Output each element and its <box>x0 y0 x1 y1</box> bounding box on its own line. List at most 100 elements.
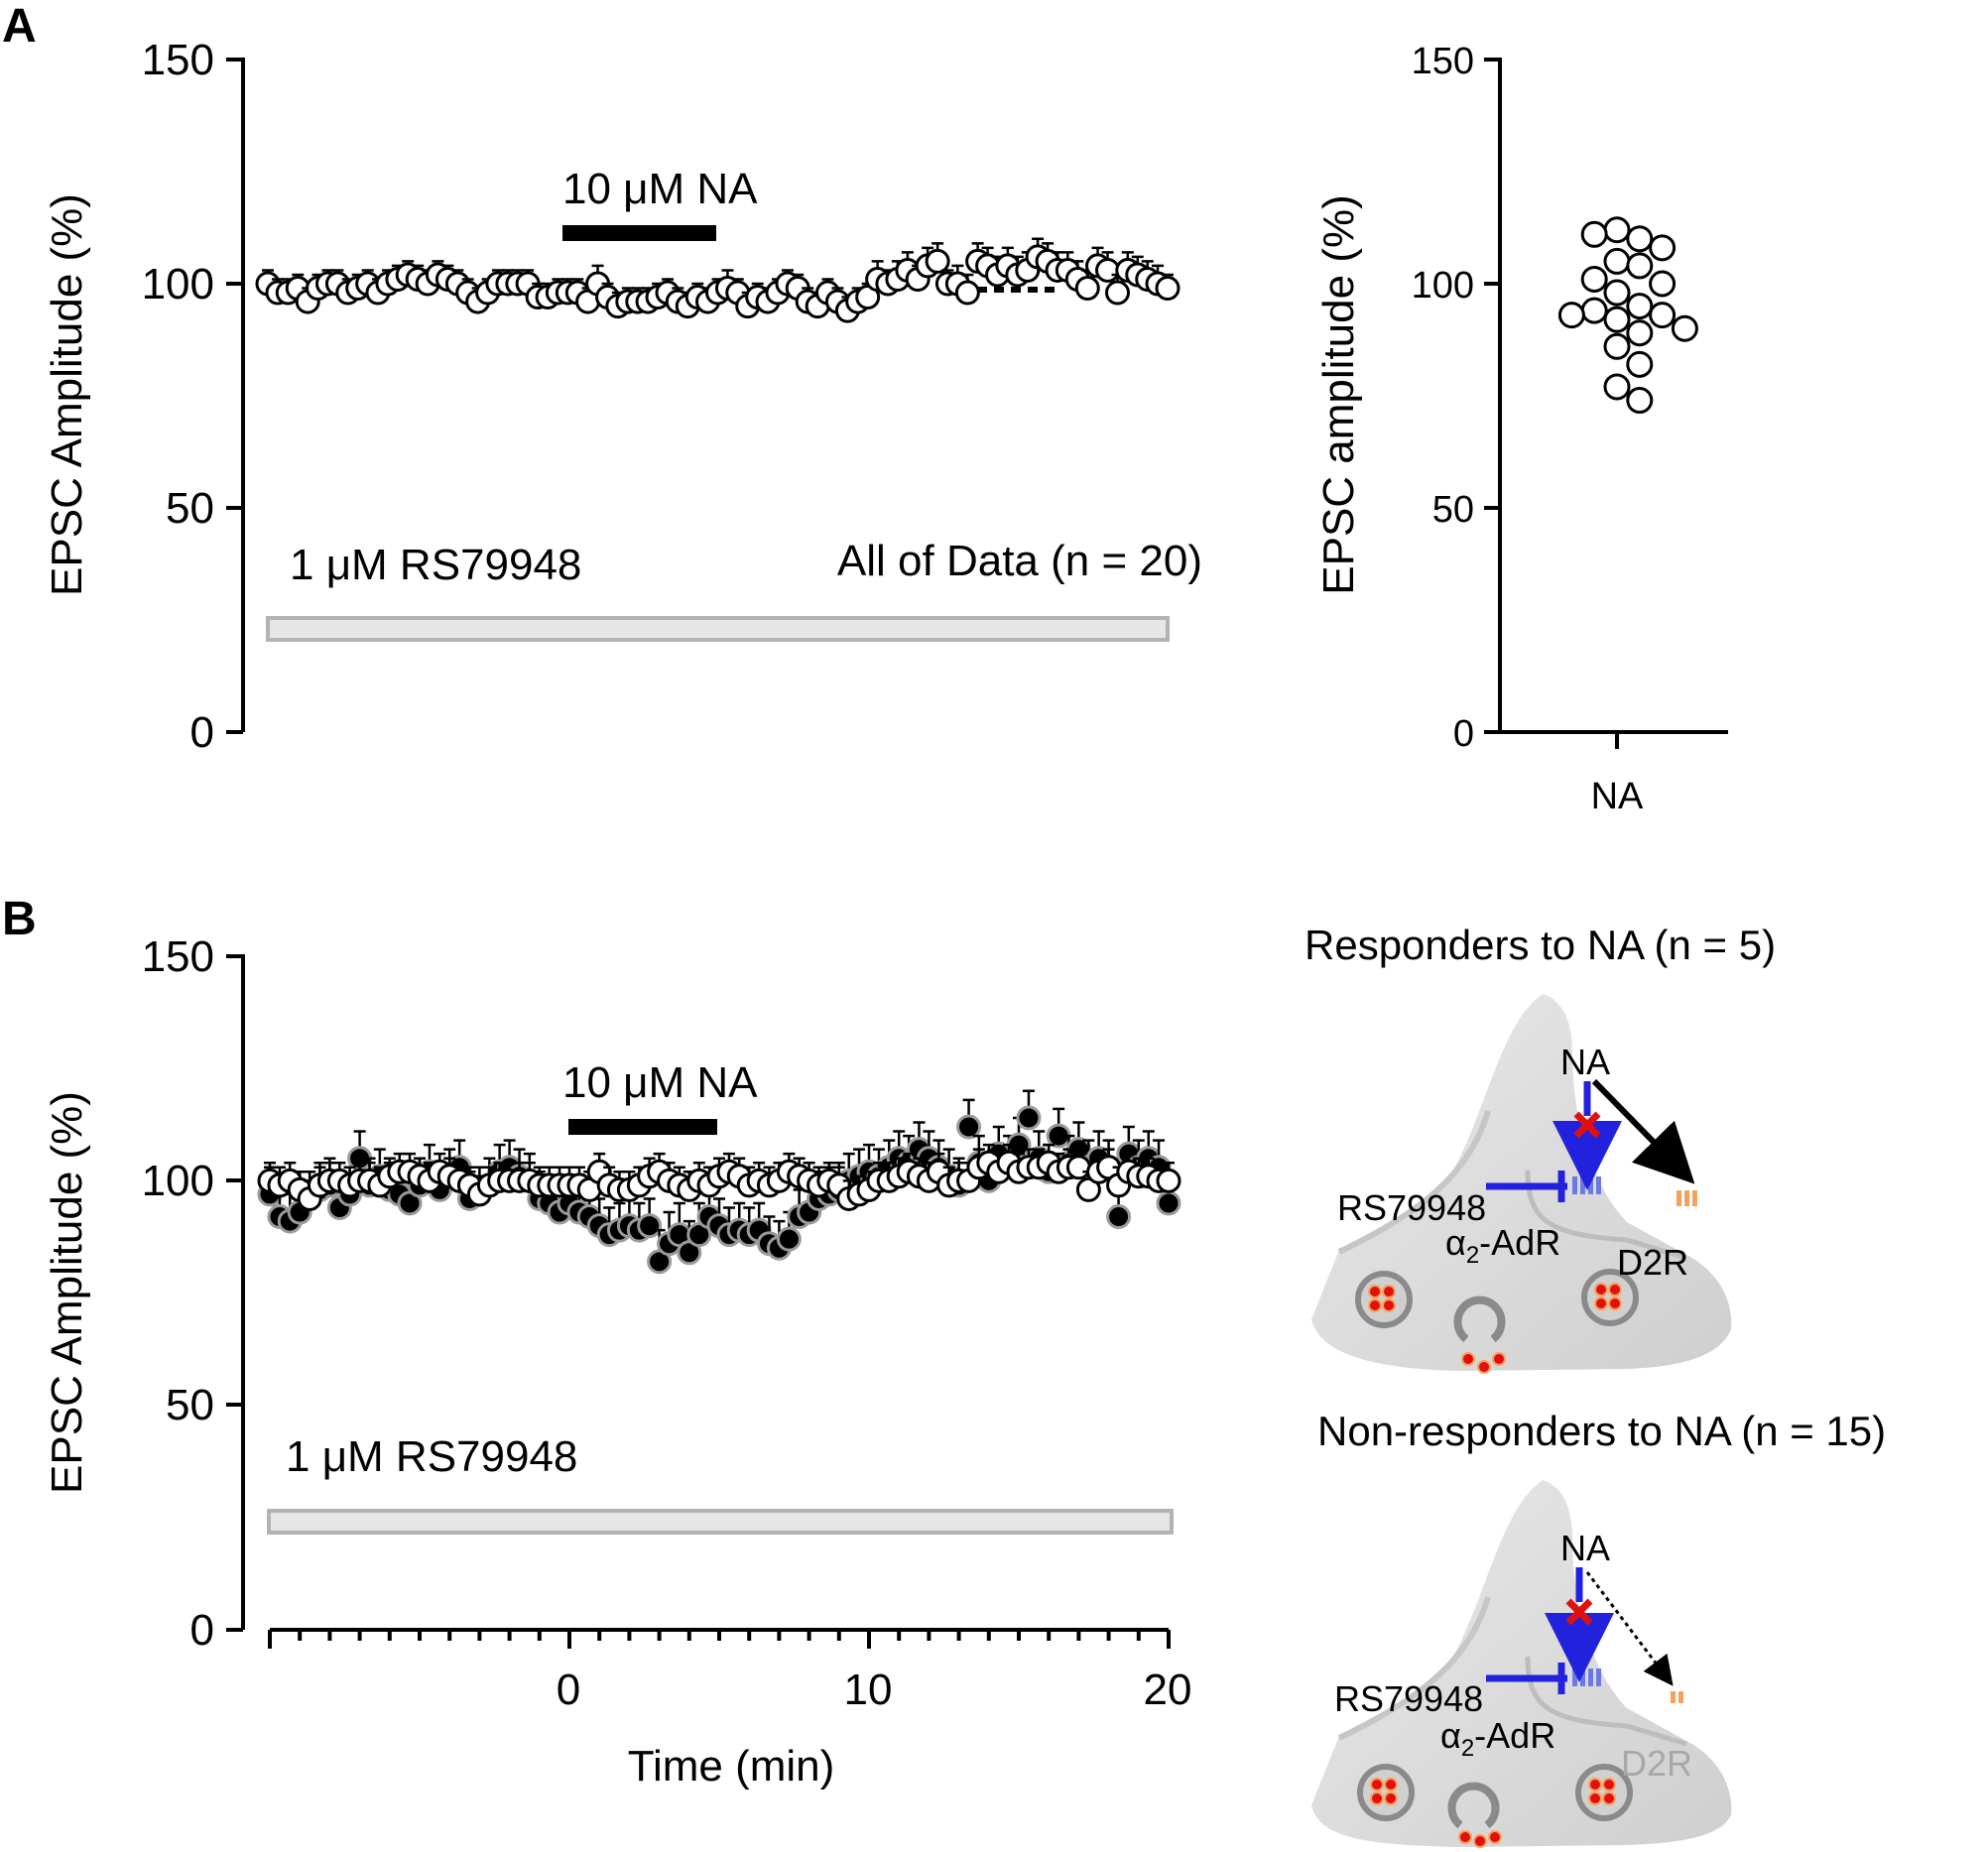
neurotransmitter-icon <box>1594 1283 1608 1296</box>
blocked-x-icon <box>1565 1598 1593 1626</box>
y-tick-label: 100 <box>142 260 214 309</box>
data-point <box>1649 302 1677 329</box>
x-tick-label: 20 <box>1144 1666 1192 1714</box>
neurotransmitter-icon <box>1602 1791 1616 1805</box>
terminal-edge <box>1525 1656 1687 1747</box>
y-tick-label: 150 <box>142 932 214 981</box>
neurotransmitter-icon <box>1608 1296 1622 1310</box>
drug-application-bar <box>266 616 1170 642</box>
data-point <box>1603 306 1631 333</box>
neurotransmitter-icon <box>1492 1352 1506 1366</box>
data-point <box>1580 220 1608 248</box>
neurotransmitter-icon <box>1368 1298 1382 1312</box>
receptor-label: α2-AdR <box>1445 1222 1560 1269</box>
data-point-responder <box>776 1226 802 1252</box>
y-tick-label: 50 <box>166 484 214 533</box>
y-tick-label: 50 <box>1432 489 1474 531</box>
y-tick-label: 0 <box>190 1606 214 1655</box>
data-point <box>1626 252 1654 280</box>
synapse-diagram-responders: NA RS79948 α2-AdR D2R <box>1311 994 1732 1374</box>
neurotransmitter-icon <box>1588 1778 1602 1791</box>
data-point <box>1095 257 1121 283</box>
dataset-label: All of Data (n = 20) <box>837 537 1202 585</box>
data-point <box>954 280 980 306</box>
data-point-responder <box>1156 1190 1181 1216</box>
synapse-diagram-nonresponders: NA RS79948 α2-AdR D2R <box>1311 1480 1732 1848</box>
neurotransmitter-icon <box>1594 1296 1608 1310</box>
chart-a-time-course: 150 100 50 0 EPSC Amplitude (%) 10 μM NA… <box>43 36 1202 757</box>
antagonist-label: RS79948 <box>1337 1187 1486 1228</box>
data-point <box>1626 293 1654 320</box>
neurotransmitter-icon <box>1477 1360 1491 1374</box>
neurotransmitter-icon <box>1473 1834 1487 1848</box>
drug-bar-label: 1 μM RS79948 <box>290 541 581 589</box>
na-d2r-arrow <box>1591 1078 1695 1184</box>
neurotransmitter-icon <box>1382 1298 1396 1312</box>
d2r-label: D2R <box>1617 1242 1688 1283</box>
neurotransmitter-icon <box>1461 1352 1475 1366</box>
neurotransmitter-icon <box>1608 1283 1622 1296</box>
y-tick-label: 100 <box>1412 265 1474 307</box>
na-label: NA <box>1560 1042 1610 1082</box>
na-label: NA <box>1560 1528 1610 1568</box>
data-point-responder <box>1106 1204 1132 1230</box>
nonresponders-title: Non-responders to NA (n = 15) <box>1317 1408 1886 1454</box>
data-point <box>1580 265 1608 293</box>
data-point <box>1603 247 1631 275</box>
na-bar-label: 10 μM NA <box>562 165 758 213</box>
neurotransmitter-icon <box>1588 1791 1602 1805</box>
y-axis-label: EPSC Amplitude (%) <box>43 1091 91 1494</box>
blocked-x-icon <box>1573 1111 1601 1139</box>
data-point <box>1155 276 1180 302</box>
terminal-edge <box>1337 1596 1491 1741</box>
d2r-label-inactive: D2R <box>1621 1743 1692 1784</box>
antagonist-label: RS79948 <box>1334 1678 1483 1719</box>
panel-label-a: A <box>2 0 37 53</box>
data-point <box>1557 302 1585 329</box>
chart-b-points <box>257 1089 1181 1275</box>
fusing-vesicle-icon <box>1453 1296 1506 1343</box>
na-bar-label: 10 μM NA <box>562 1058 758 1107</box>
y-tick-label: 50 <box>166 1381 214 1429</box>
neurotransmitter-icon <box>1602 1778 1616 1791</box>
summary-points <box>1557 216 1698 415</box>
data-point <box>1649 270 1677 298</box>
neurotransmitter-icon <box>1384 1791 1398 1805</box>
data-point <box>1626 350 1654 378</box>
data-point <box>1156 1168 1181 1193</box>
y-tick-label: 100 <box>142 1157 214 1205</box>
na-application-bar <box>568 1119 717 1135</box>
y-axis-label: EPSC Amplitude (%) <box>43 193 91 596</box>
drug-bar-label: 1 μM RS79948 <box>286 1432 577 1481</box>
data-point <box>1626 319 1654 347</box>
data-point <box>1603 216 1631 244</box>
na-application-bar <box>562 225 716 241</box>
neurotransmitter-icon <box>1368 1285 1382 1298</box>
data-point <box>1626 225 1654 253</box>
data-point <box>1074 276 1100 302</box>
vesicle-icon <box>1355 1271 1413 1328</box>
x-category-label: NA <box>1591 776 1644 817</box>
d2r-receptor-icon <box>1677 1190 1697 1206</box>
data-point <box>1671 314 1698 342</box>
data-point <box>1649 234 1677 262</box>
na-d2r-weak-arrow <box>1585 1571 1674 1686</box>
data-point <box>925 248 950 274</box>
chart-a-points <box>255 237 1180 323</box>
data-point <box>1626 387 1654 415</box>
x-axis-label: Time (min) <box>628 1742 835 1790</box>
neurotransmitter-icon <box>1384 1778 1398 1791</box>
data-point-responder <box>1016 1105 1042 1131</box>
vesicle-icon <box>1357 1764 1415 1821</box>
chart-a-summary: 150 100 50 0 NA EPSC amplitude (%) <box>1314 41 1728 817</box>
y-tick-label: 150 <box>142 36 214 84</box>
chart-b-time-course: 150 100 50 0 0 10 20 Time (min) EPSC Amp… <box>43 932 1191 1790</box>
data-point-responder <box>637 1213 663 1239</box>
data-point <box>1603 279 1631 307</box>
panel-label-b: B <box>2 893 37 945</box>
x-tick-label: 10 <box>844 1666 893 1714</box>
drug-application-bar <box>267 1509 1174 1535</box>
data-point <box>1580 297 1608 324</box>
presynaptic-terminal-shape <box>1311 1480 1732 1847</box>
